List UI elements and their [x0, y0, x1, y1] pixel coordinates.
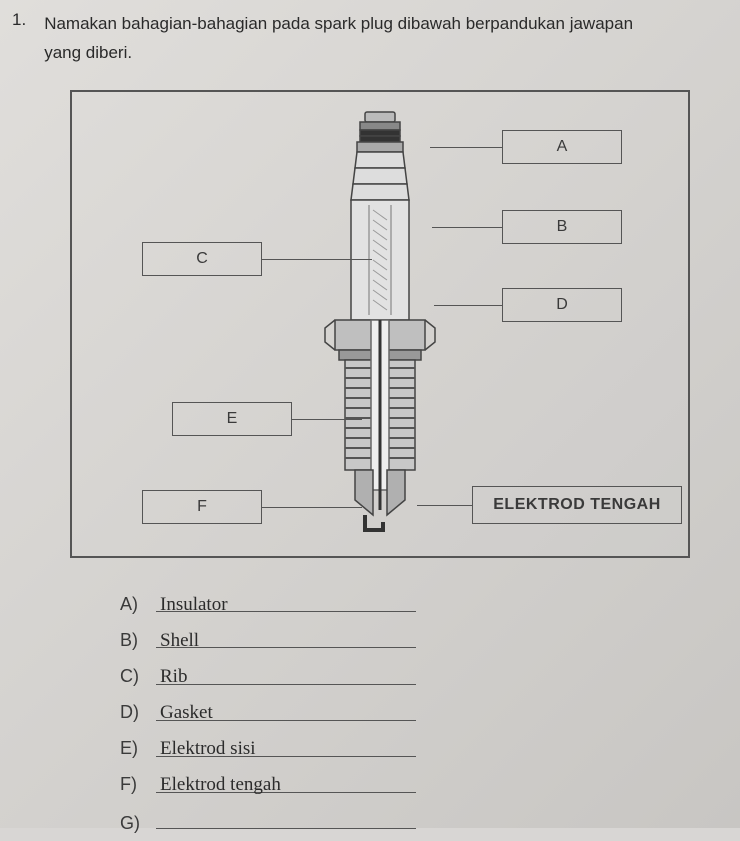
label-box-fixed: ELEKTROD TENGAH: [472, 486, 682, 524]
spark-plug-drawing: [305, 110, 455, 555]
answer-letter-e: E): [120, 731, 148, 766]
answer-line-a[interactable]: Insulator: [156, 586, 416, 613]
label-box-c: C: [142, 242, 262, 276]
question-line1: Namakan bahagian-bahagian pada spark plu…: [44, 14, 633, 33]
question-row: 1. Namakan bahagian-bahagian pada spark …: [40, 10, 700, 68]
answer-row-c: C) Rib: [120, 658, 700, 694]
answer-row-f: F) Elektrod tengah: [120, 766, 700, 802]
worksheet-page: 1. Namakan bahagian-bahagian pada spark …: [0, 0, 740, 828]
answer-letter-c: C): [120, 659, 148, 694]
label-fixed: ELEKTROD TENGAH: [493, 496, 661, 514]
label-box-d: D: [502, 288, 622, 322]
answer-line-f[interactable]: Elektrod tengah: [156, 766, 416, 793]
diagram-frame: A B C D E F ELEKTROD TENGAH: [70, 90, 690, 558]
question-number: 1.: [12, 10, 26, 68]
answer-letter-a: A): [120, 587, 148, 622]
answer-line-g[interactable]: [156, 802, 416, 829]
answer-row-d: D) Gasket: [120, 694, 700, 730]
label-c: C: [196, 250, 208, 268]
answer-letter-d: D): [120, 695, 148, 730]
label-box-b: B: [502, 210, 622, 244]
leader-e: [292, 419, 362, 421]
answer-line-b[interactable]: Shell: [156, 622, 416, 649]
answer-row-g: G): [120, 802, 700, 841]
label-b: B: [557, 218, 568, 236]
label-box-e: E: [172, 402, 292, 436]
answer-line-c[interactable]: Rib: [156, 658, 416, 685]
label-box-f: F: [142, 490, 262, 524]
question-line2: yang diberi.: [44, 43, 132, 62]
answer-line-d[interactable]: Gasket: [156, 694, 416, 721]
leader-d: [434, 305, 502, 307]
spark-plug-svg: [305, 110, 455, 550]
leader-fixed: [417, 505, 472, 507]
label-box-a: A: [502, 130, 622, 164]
leader-f: [262, 507, 362, 509]
answer-row-e: E) Elektrod sisi: [120, 730, 700, 766]
label-a: A: [557, 138, 568, 156]
answer-row-a: A) Insulator: [120, 586, 700, 622]
label-f: F: [197, 498, 207, 516]
answer-letter-b: B): [120, 623, 148, 658]
label-e: E: [227, 410, 238, 428]
label-d: D: [556, 296, 568, 314]
question-text: Namakan bahagian-bahagian pada spark plu…: [44, 10, 633, 68]
answer-letter-g: G): [120, 806, 148, 841]
answer-list: A) Insulator B) Shell C) Rib D) Gasket E…: [120, 586, 700, 841]
answer-letter-f: F): [120, 767, 148, 802]
leader-b: [432, 227, 502, 229]
answer-line-e[interactable]: Elektrod sisi: [156, 730, 416, 757]
leader-c: [262, 259, 372, 261]
answer-row-b: B) Shell: [120, 622, 700, 658]
leader-a: [430, 147, 502, 149]
